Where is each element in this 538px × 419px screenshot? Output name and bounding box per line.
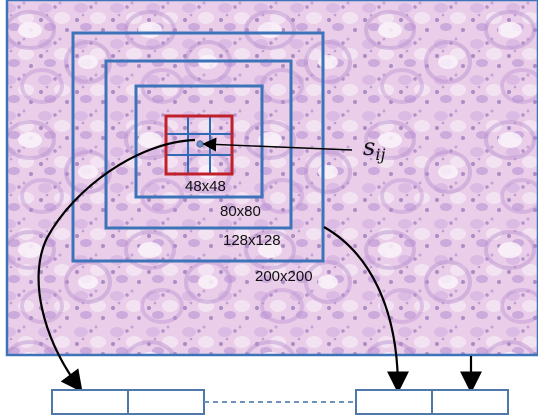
scale-box-128x128 (104, 59, 293, 230)
pixel-label-base: s (363, 133, 375, 161)
tissue-image (5, 0, 538, 357)
scale-label-200x200: 200x200 (255, 268, 313, 285)
pixel-label: sij (363, 133, 385, 164)
scale-label-128x128: 128x128 (223, 232, 281, 249)
feature-cell-3 (355, 389, 433, 415)
pixel-pointer-arrow (202, 137, 353, 152)
left-curved-arrow (37, 138, 196, 393)
pixel-label-subscript: ij (375, 145, 385, 164)
feature-vector (51, 389, 509, 415)
scale-label-80x80: 80x80 (220, 203, 261, 220)
scale-box-80x80 (134, 84, 264, 199)
scale-box-200x200 (71, 31, 325, 263)
feature-cell-4 (431, 389, 509, 415)
pixel-dot (196, 140, 204, 148)
feature-cell-2 (127, 389, 205, 415)
connector-arrows (37, 137, 482, 394)
scale-label-48x48: 48x48 (185, 178, 226, 195)
right-curved-arrow (323, 226, 409, 394)
scale-labels: 48x48 80x80 128x128 200x200 (185, 178, 313, 285)
feature-cell-1 (51, 389, 129, 415)
svg-text:sij: sij (363, 133, 385, 164)
